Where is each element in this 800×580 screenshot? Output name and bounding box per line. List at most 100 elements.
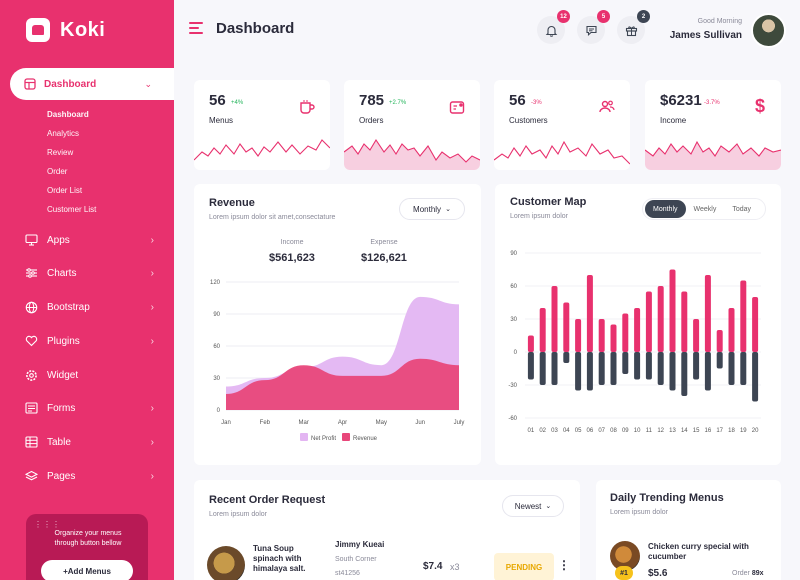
stat-card-menus: 56 +4% Menus	[194, 80, 330, 170]
income-value: $561,623	[269, 252, 315, 264]
bar	[704, 352, 711, 391]
submenu-item-review[interactable]: Review	[47, 148, 74, 157]
bar	[669, 269, 676, 352]
x-tick-label: Jun	[415, 420, 425, 426]
y-tick-label: 0	[514, 350, 518, 356]
chevron-down-icon: ⌄	[545, 503, 552, 510]
dashboard-icon	[24, 78, 36, 90]
sidebar-item-apps[interactable]: Apps ›	[24, 230, 154, 250]
user-name[interactable]: James Sullivan	[669, 30, 742, 41]
legend-label: Net Profit	[311, 436, 336, 442]
bar	[527, 335, 534, 352]
submenu-item-dashboard[interactable]: Dashboard	[47, 110, 89, 119]
x-tick-label: 15	[693, 428, 700, 434]
sidebar-item-widget[interactable]: Widget	[24, 365, 154, 385]
sidebar-item-label: Apps	[47, 234, 70, 246]
x-tick-label: 18	[728, 428, 735, 434]
dashboard-submenu: Dashboard Analytics Review Order Order L…	[47, 110, 96, 224]
revenue-title: Revenue	[209, 197, 255, 209]
bar	[693, 319, 700, 352]
submenu-item-analytics[interactable]: Analytics	[47, 129, 80, 138]
rank-badge: #1	[615, 566, 633, 580]
revenue-chart: 0 30 60 90 120 Jan Feb Mar Apr May Jun July Net Prof…	[210, 280, 464, 442]
trending-item-name: Chicken curry special with cucumber	[648, 542, 749, 561]
bar	[634, 352, 641, 380]
tab-weekly[interactable]: Weekly	[693, 205, 717, 213]
y-tick-label: 60	[510, 284, 517, 290]
bar	[740, 280, 747, 352]
page-title: Dashboard	[216, 20, 295, 37]
menu-toggle-icon[interactable]	[189, 22, 203, 37]
chevron-right-icon: ›	[150, 335, 154, 347]
notifications-button[interactable]: 12	[537, 10, 570, 44]
stat-label: Menus	[209, 116, 234, 125]
x-tick-label: 13	[669, 428, 676, 434]
bar	[539, 352, 546, 385]
layers-icon	[24, 469, 38, 483]
order-code: st41256	[335, 570, 360, 577]
bar	[539, 308, 546, 352]
x-tick-label: 03	[551, 428, 558, 434]
chevron-down-icon: ⌄	[144, 78, 152, 89]
add-menus-button[interactable]: +Add Menus	[41, 560, 133, 580]
bar	[575, 319, 582, 352]
stat-change: -3%	[531, 100, 542, 106]
income-label: Income	[280, 239, 304, 246]
stat-value: $6231	[660, 92, 702, 109]
sidebar-item-label: Dashboard	[44, 78, 97, 90]
chevron-right-icon: ›	[150, 402, 154, 414]
stat-value: 56	[509, 92, 526, 109]
expense-label: Expense	[370, 239, 398, 246]
monitor-icon	[24, 233, 38, 247]
legend-swatch	[342, 433, 350, 441]
avatar[interactable]	[751, 13, 786, 48]
sidebar-item-table[interactable]: Table ›	[24, 432, 154, 452]
sidebar-item-bootstrap[interactable]: Bootstrap ›	[24, 297, 154, 317]
customer-name: Jimmy Kueai	[335, 540, 385, 549]
more-options-icon[interactable]: ⋮	[558, 558, 570, 572]
x-tick-label: Feb	[260, 420, 271, 426]
stat-change: +4%	[231, 100, 244, 106]
sidebar-item-plugins[interactable]: Plugins ›	[24, 331, 154, 351]
tab-monthly[interactable]: Monthly	[645, 200, 686, 218]
gifts-button[interactable]: 2	[617, 10, 650, 44]
chat-icon	[585, 25, 597, 36]
messages-button[interactable]: 5	[577, 10, 610, 44]
sidebar-item-dashboard[interactable]: Dashboard ⌄	[10, 68, 174, 100]
stat-value: 56	[209, 92, 226, 109]
bar	[622, 313, 629, 352]
x-tick-label: May	[376, 420, 387, 426]
bar	[657, 352, 664, 385]
revenue-period-dropdown[interactable]: Monthly ⌄	[399, 198, 465, 220]
x-tick-label: 04	[563, 428, 570, 434]
y-tick-label: 30	[510, 317, 517, 323]
y-tick-label: -60	[508, 416, 517, 422]
x-tick-label: 08	[610, 428, 617, 434]
sidebar-item-forms[interactable]: Forms ›	[24, 398, 154, 418]
sidebar-item-pages[interactable]: Pages ›	[24, 466, 154, 486]
legend-label: Revenue	[353, 436, 378, 442]
order-label: Order	[732, 570, 750, 577]
heart-icon	[24, 334, 38, 348]
sidebar-item-label: Plugins	[47, 335, 80, 347]
x-tick-label: Jan	[221, 420, 231, 426]
sidebar: Koki Dashboard ⌄ Dashboard Analytics Rev…	[0, 0, 174, 580]
app-logo[interactable]: Koki	[26, 18, 105, 42]
stat-label: Customers	[509, 116, 548, 125]
sparkline-orders	[344, 138, 480, 170]
x-tick-label: 05	[575, 428, 582, 434]
sidebar-item-charts[interactable]: Charts ›	[24, 263, 154, 283]
submenu-item-customer-list[interactable]: Customer List	[47, 205, 97, 214]
recent-orders-title: Recent Order Request	[209, 494, 326, 506]
recent-orders-subtitle: Lorem ipsum dolor	[209, 511, 267, 518]
bar	[598, 319, 605, 352]
sparkline-income	[645, 140, 781, 170]
tab-today[interactable]: Today	[732, 205, 752, 213]
table-icon	[24, 435, 38, 449]
submenu-item-order-list[interactable]: Order List	[47, 186, 83, 195]
bar	[740, 352, 747, 385]
sort-dropdown[interactable]: Newest ⌄	[502, 495, 564, 517]
y-tick-label: 0	[217, 408, 221, 414]
chevron-right-icon: ›	[150, 267, 154, 279]
submenu-item-order[interactable]: Order	[47, 167, 68, 176]
